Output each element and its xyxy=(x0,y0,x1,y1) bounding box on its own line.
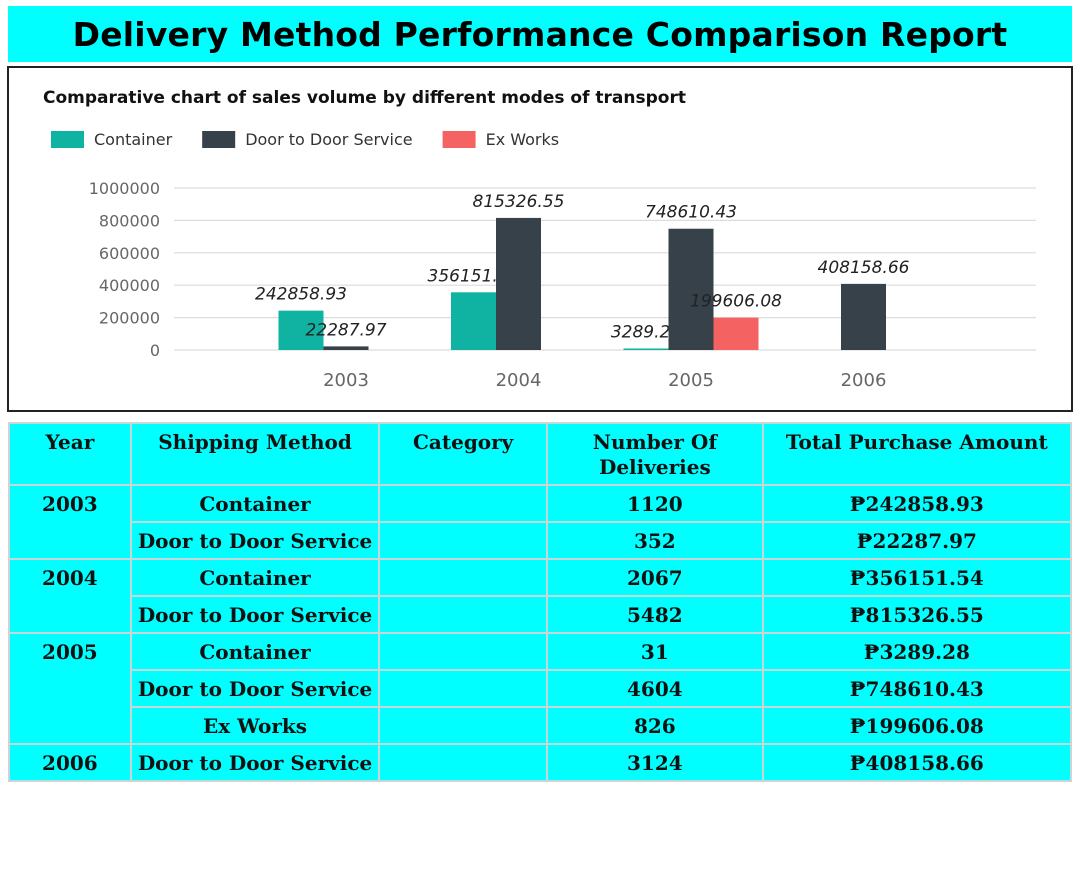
category-cell xyxy=(378,669,549,708)
data-label: 748610.43 xyxy=(645,203,737,223)
amount-cell: ₱356151.54 xyxy=(761,558,1073,597)
header-amount: Total Purchase Amount xyxy=(761,422,1073,486)
category-cell xyxy=(378,706,549,745)
category-cell xyxy=(378,484,549,523)
category-cell xyxy=(378,558,549,597)
report-header: Delivery Method Performance Comparison R… xyxy=(8,6,1072,62)
data-label: 408158.66 xyxy=(818,258,910,278)
amount-cell: ₱3289.28 xyxy=(761,632,1073,671)
category-cell xyxy=(378,743,549,782)
chart-title: Comparative chart of sales volume by dif… xyxy=(43,88,686,108)
legend-label: Container xyxy=(94,130,173,149)
method-cell: Door to Door Service xyxy=(129,743,381,782)
legend-swatch xyxy=(202,131,236,148)
method-cell: Door to Door Service xyxy=(129,595,381,634)
legend-swatch xyxy=(51,131,84,148)
header-shipping-method: Shipping Method xyxy=(129,422,381,486)
y-tick-label: 0 xyxy=(150,341,160,360)
legend-label: Ex Works xyxy=(486,130,560,149)
bar-chart: Comparative chart of sales volume by dif… xyxy=(43,88,1036,391)
header-deliveries: Number Of Deliveries xyxy=(546,422,764,486)
y-tick-label: 400000 xyxy=(99,276,160,295)
header-category: Category xyxy=(378,422,549,486)
category-cell xyxy=(378,632,549,671)
amount-cell: ₱815326.55 xyxy=(761,595,1073,634)
table-row: Door to Door Service 5482 ₱815326.55 xyxy=(9,595,1073,634)
data-label: 22287.97 xyxy=(305,320,386,340)
deliveries-cell: 31 xyxy=(546,632,764,671)
deliveries-cell: 4604 xyxy=(546,669,764,708)
method-cell: Container xyxy=(129,484,381,523)
year-cell: 2005 xyxy=(8,632,132,745)
data-label: 815326.55 xyxy=(473,192,565,212)
y-tick-label: 800000 xyxy=(99,211,160,230)
bar xyxy=(451,292,496,350)
data-label: 3289.28 xyxy=(611,323,681,343)
chart-panel: Comparative chart of sales volume by dif… xyxy=(7,66,1073,412)
y-tick-label: 600000 xyxy=(99,244,160,263)
method-cell: Door to Door Service xyxy=(129,521,381,560)
deliveries-cell: 5482 xyxy=(546,595,764,634)
table-row: Door to Door Service 4604 ₱748610.43 xyxy=(9,669,1073,708)
legend-label: Door to Door Service xyxy=(245,130,412,149)
x-tick-label: 2003 xyxy=(323,370,369,391)
bar xyxy=(278,310,324,350)
y-tick-label: 200000 xyxy=(99,309,160,328)
deliveries-cell: 1120 xyxy=(546,484,764,523)
table-row: 2005 Container 31 ₱3289.28 xyxy=(8,632,1073,745)
bar xyxy=(623,348,669,350)
x-tick-label: 2006 xyxy=(841,370,887,391)
amount-cell: ₱408158.66 xyxy=(761,743,1073,782)
category-cell xyxy=(378,521,549,560)
legend-swatch xyxy=(442,131,476,148)
bar xyxy=(323,346,369,350)
y-tick-label: 1000000 xyxy=(89,179,160,198)
method-cell: Door to Door Service xyxy=(129,669,381,708)
data-label: 199606.08 xyxy=(690,292,782,312)
delivery-table: Year Shipping Method Category Number Of … xyxy=(8,422,1073,782)
table-row: 2006 Door to Door Service 3124 ₱408158.6… xyxy=(8,743,1073,782)
amount-cell: ₱748610.43 xyxy=(761,669,1073,708)
year-cell: 2004 xyxy=(8,558,132,634)
x-tick-label: 2005 xyxy=(668,370,714,391)
deliveries-cell: 826 xyxy=(546,706,764,745)
bar xyxy=(668,228,714,350)
table-row: 2004 Container 2067 ₱356151.54 xyxy=(8,558,1073,634)
bar xyxy=(496,217,541,350)
data-label: 242858.93 xyxy=(255,285,347,305)
year-cell: 2003 xyxy=(8,484,132,560)
bar xyxy=(713,317,759,350)
bar xyxy=(841,283,886,350)
year-cell: 2006 xyxy=(8,743,132,782)
method-cell: Container xyxy=(129,632,381,671)
table-row: 2003 Container 1120 ₱242858.93 xyxy=(8,484,1073,560)
deliveries-cell: 3124 xyxy=(546,743,764,782)
method-cell: Ex Works xyxy=(129,706,381,745)
deliveries-cell: 2067 xyxy=(546,558,764,597)
category-cell xyxy=(378,595,549,634)
x-tick-label: 2004 xyxy=(496,370,542,391)
table-header-row: Year Shipping Method Category Number Of … xyxy=(8,422,1073,486)
table-row: Door to Door Service 352 ₱22287.97 xyxy=(9,521,1073,560)
amount-cell: ₱242858.93 xyxy=(761,484,1073,523)
method-cell: Container xyxy=(129,558,381,597)
amount-cell: ₱199606.08 xyxy=(761,706,1073,745)
amount-cell: ₱22287.97 xyxy=(761,521,1073,560)
header-year: Year xyxy=(8,422,132,486)
deliveries-cell: 352 xyxy=(546,521,764,560)
table-row: Ex Works 826 ₱199606.08 xyxy=(9,706,1073,745)
page-title: Delivery Method Performance Comparison R… xyxy=(72,14,1008,54)
